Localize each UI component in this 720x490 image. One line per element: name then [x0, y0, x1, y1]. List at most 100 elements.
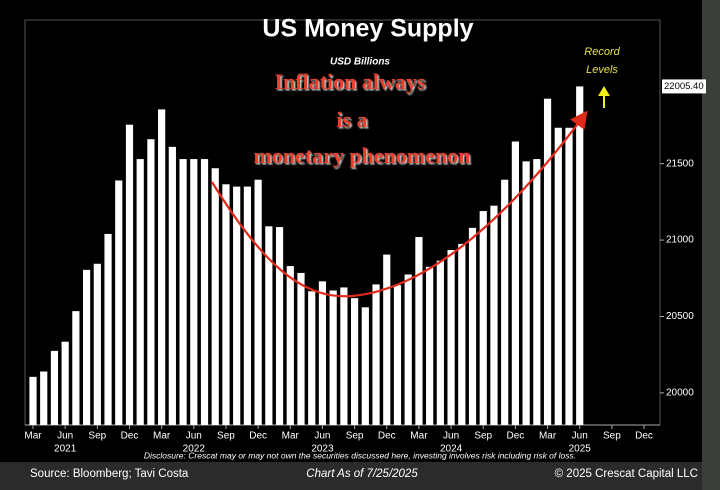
x-tick-label: Sep: [603, 431, 621, 442]
bar: [233, 186, 241, 425]
bar: [479, 211, 487, 425]
bar: [125, 124, 134, 425]
record-arrow: [598, 86, 610, 108]
bar: [393, 285, 402, 425]
x-group-label: 2023: [311, 444, 334, 455]
bar: [372, 284, 380, 425]
x-tick-label: Sep: [217, 431, 235, 442]
x-tick-label: Dec: [635, 431, 653, 442]
copyright: © 2025 Crescat Capital LLC: [555, 468, 698, 480]
bar: [115, 180, 123, 425]
disclosure: Disclosure: Crescat may or may not own t…: [144, 450, 576, 460]
source: Source: Bloomberg; Tavi Costa: [30, 468, 189, 480]
x-tick-label: Dec: [249, 431, 267, 442]
subtitle: USD Billions: [330, 57, 390, 68]
x-tick-label: Dec: [121, 431, 139, 442]
bar: [243, 186, 251, 425]
bar: [447, 250, 455, 425]
bar: [190, 159, 198, 425]
x-tick-label: Dec: [378, 431, 396, 442]
bar: [211, 168, 219, 425]
x-group-label: 2025: [569, 444, 592, 455]
y-tick-label: 21000: [666, 235, 694, 246]
annotation: Inflation always: [275, 69, 426, 94]
x-tick-label: Mar: [282, 431, 300, 442]
bar: [147, 139, 155, 425]
bar: [29, 376, 37, 425]
bar: [458, 243, 466, 425]
bar: [533, 159, 541, 425]
bar: [200, 159, 209, 425]
bar: [61, 341, 69, 425]
y-tick-label: 20000: [666, 388, 694, 399]
bar: [436, 260, 444, 425]
x-tick-label: Jun: [443, 431, 459, 442]
bar: [415, 237, 423, 425]
bar: [404, 274, 412, 425]
x-tick-label: Jun: [314, 431, 330, 442]
bar: [93, 263, 101, 425]
bar: [308, 291, 316, 425]
x-tick-label: Jun: [572, 431, 588, 442]
bar: [40, 371, 48, 425]
x-tick-label: Sep: [474, 431, 492, 442]
x-tick-label: Jun: [57, 431, 73, 442]
bar: [50, 350, 59, 425]
bar: [383, 254, 391, 425]
bar: [426, 266, 434, 425]
x-group-label: 2021: [54, 444, 77, 455]
bar: [576, 86, 584, 426]
bar: [340, 287, 348, 425]
x-tick-label: Mar: [410, 431, 428, 442]
bar: [222, 184, 230, 425]
bar: [168, 146, 176, 425]
record-note: Levels: [586, 64, 618, 76]
chart-title: US Money Supply: [262, 15, 473, 43]
bar: [179, 159, 187, 425]
last-value-box: [662, 79, 706, 94]
y-tick-label: 20500: [666, 311, 694, 322]
x-tick-label: Mar: [24, 431, 42, 442]
bar: [136, 159, 144, 425]
side-strip: [702, 0, 720, 490]
bar: [361, 307, 369, 425]
bar: [468, 227, 477, 425]
bar: [265, 226, 273, 425]
x-tick-label: Jun: [186, 431, 202, 442]
bar: [351, 298, 359, 425]
x-group-label: 2022: [183, 444, 206, 455]
bar: [329, 290, 337, 425]
bar: [286, 266, 294, 425]
footer-band: [0, 462, 702, 490]
x-tick-label: Sep: [88, 431, 106, 442]
as-of: Chart As of 7/25/2025: [306, 468, 418, 480]
bar: [318, 281, 327, 425]
x-tick-label: Sep: [346, 431, 364, 442]
plot: 20000 20500 21000 21500 Mar Jun Sep Dec Mar Jun Se…: [24, 79, 706, 455]
bar: [104, 233, 112, 425]
record-note: Record: [584, 46, 620, 58]
y-tick-label: 21500: [666, 158, 694, 169]
x-tick-label: Mar: [539, 431, 557, 442]
bar: [297, 272, 305, 425]
bar: [511, 141, 519, 425]
x-group-label: 2024: [440, 444, 463, 455]
bar: [554, 127, 562, 425]
annotation: monetary phenomenon: [254, 143, 471, 168]
x-tick-label: Mar: [153, 431, 171, 442]
annotation: is a: [336, 107, 367, 132]
bar: [158, 109, 166, 425]
bar: [543, 98, 552, 425]
bar: [72, 311, 80, 425]
bar: [490, 205, 498, 425]
bar: [275, 227, 284, 425]
x-tick-label: Dec: [507, 431, 525, 442]
bar: [254, 179, 262, 425]
bar: [83, 269, 91, 425]
last-value-label: 22005.40: [664, 81, 704, 92]
trend-arrow: [211, 110, 588, 298]
bar: [565, 127, 573, 425]
bar: [501, 179, 509, 425]
bar: [522, 161, 530, 425]
